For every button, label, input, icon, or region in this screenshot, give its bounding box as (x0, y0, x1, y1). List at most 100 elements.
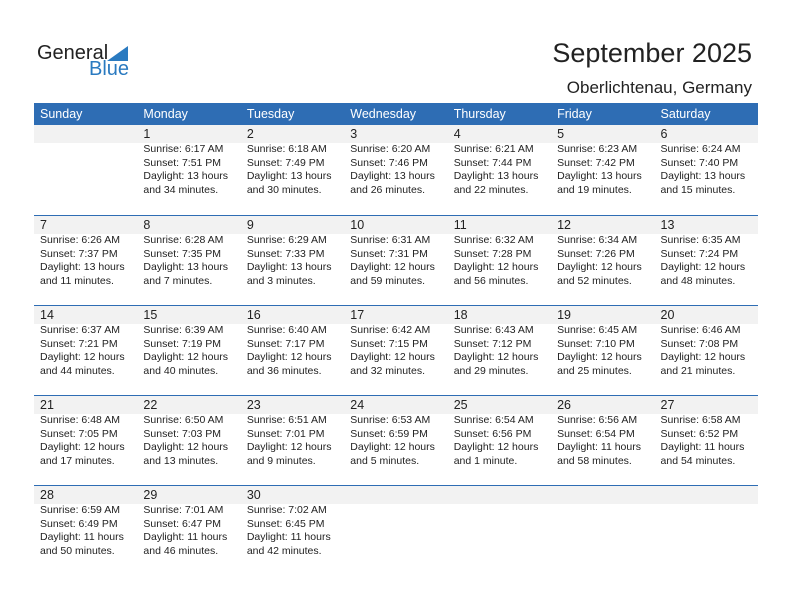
sunrise-text: Sunrise: 6:20 AM (350, 143, 431, 155)
sunset-text: Sunset: 6:49 PM (40, 517, 118, 530)
day-cell: 12 Sunrise: 6:34 AM Sunset: 7:26 PM Dayligh… (551, 216, 654, 305)
sunrise-text: Sunrise: 6:40 AM (246, 324, 327, 336)
daylight-text: Daylight: 12 hours (453, 351, 539, 363)
sunrise-text: Sunrise: 6:48 AM (40, 414, 120, 426)
daylight-text: Daylight: 12 hours (143, 351, 229, 363)
week-row: 14 Sunrise: 6:37 AM Sunset: 7:21 PM Dayligh… (34, 305, 758, 395)
week-row: 28 Sunrise: 6:59 AM Sunset: 6:49 PM Dayligh… (34, 485, 758, 575)
daylight-text: and 29 minutes. (453, 364, 529, 377)
day-number: 23 (246, 398, 261, 412)
sunrise-text: Sunrise: 6:34 AM (557, 234, 638, 246)
day-number: 14 (40, 308, 54, 322)
sunset-text: Sunset: 7:33 PM (246, 247, 325, 260)
empty-cell (344, 486, 447, 575)
sunrise-text: Sunrise: 6:21 AM (453, 143, 534, 155)
sunrise-text: Sunrise: 6:37 AM (40, 324, 120, 336)
day-number: 7 (40, 218, 47, 232)
sunset-text: Sunset: 7:08 PM (660, 337, 739, 350)
sunset-text: Sunset: 6:59 PM (350, 427, 428, 440)
daylight-text: and 42 minutes. (246, 544, 322, 557)
day-number: 4 (453, 127, 461, 141)
day-cell: 14 Sunrise: 6:37 AM Sunset: 7:21 PM Dayligh… (34, 306, 137, 395)
day-cell: 16 Sunrise: 6:40 AM Sunset: 7:17 PM Dayligh… (241, 306, 344, 395)
daylight-text: Daylight: 13 hours (246, 170, 332, 182)
day-number: 22 (143, 398, 158, 412)
day-number: 9 (246, 218, 254, 232)
sunset-text: Sunset: 7:35 PM (143, 247, 222, 260)
day-cell: 18 Sunrise: 6:43 AM Sunset: 7:12 PM Dayligh… (448, 306, 551, 395)
day-cell: 27 Sunrise: 6:58 AM Sunset: 6:52 PM Dayligh… (655, 396, 758, 485)
sunrise-text: Sunrise: 6:46 AM (660, 324, 741, 336)
sunrise-text: Sunrise: 6:50 AM (143, 414, 224, 426)
sunrise-text: Sunrise: 6:42 AM (350, 324, 431, 336)
sunrise-text: Sunrise: 6:17 AM (143, 143, 224, 155)
day-cell: 11 Sunrise: 6:32 AM Sunset: 7:28 PM Dayligh… (448, 216, 551, 305)
day-cell: 28 Sunrise: 6:59 AM Sunset: 6:49 PM Dayligh… (34, 486, 137, 575)
day-number: 29 (143, 488, 158, 502)
date-band (34, 216, 758, 234)
daylight-text: Daylight: 11 hours (143, 531, 228, 543)
sunset-text: Sunset: 7:31 PM (350, 247, 428, 260)
calendar-grid: Sunday Monday Tuesday Wednesday Thursday Frid… (34, 103, 758, 575)
day-cell: 1 Sunrise: 6:17 AM Sunset: 7:51 PM Daylight… (137, 125, 240, 215)
date-band (34, 486, 758, 504)
daylight-text: and 25 minutes. (557, 364, 632, 377)
sunset-text: Sunset: 7:17 PM (246, 337, 325, 350)
daylight-text: Daylight: 11 hours (660, 441, 745, 453)
sunset-text: Sunset: 7:21 PM (40, 337, 118, 350)
daylight-text: and 3 minutes. (246, 274, 316, 287)
day-cell: 24 Sunrise: 6:53 AM Sunset: 6:59 PM Dayligh… (344, 396, 447, 485)
sunset-text: Sunset: 7:51 PM (143, 156, 222, 169)
day-number: 8 (143, 218, 151, 232)
empty-cell (655, 486, 758, 575)
sunrise-text: Sunrise: 6:58 AM (660, 414, 741, 426)
daylight-text: and 22 minutes. (453, 183, 529, 196)
day-number: 27 (660, 398, 675, 412)
week-row: 1 Sunrise: 6:17 AM Sunset: 7:51 PM Daylight… (34, 125, 758, 215)
day-cell: 13 Sunrise: 6:35 AM Sunset: 7:24 PM Dayligh… (655, 216, 758, 305)
sunset-text: Sunset: 6:47 PM (143, 517, 222, 530)
sunrise-text: Sunrise: 6:23 AM (557, 143, 638, 155)
day-number: 20 (660, 308, 675, 322)
daylight-text: and 26 minutes. (350, 183, 425, 196)
day-number: 16 (246, 308, 261, 322)
sunset-text: Sunset: 7:40 PM (660, 156, 739, 169)
sunset-text: Sunset: 7:24 PM (660, 247, 739, 260)
daylight-text: and 1 minute. (453, 454, 518, 467)
weekday-sunday: Sunday (40, 107, 83, 121)
daylight-text: Daylight: 13 hours (557, 170, 642, 182)
sunrise-text: Sunrise: 6:43 AM (453, 324, 534, 336)
daylight-text: Daylight: 12 hours (557, 351, 642, 363)
weekday-wednesday: Wednesday (350, 107, 417, 121)
day-number: 5 (557, 127, 565, 141)
day-cell: 30 Sunrise: 7:02 AM Sunset: 6:45 PM Dayligh… (241, 486, 344, 575)
daylight-text: and 40 minutes. (143, 364, 219, 377)
daylight-text: and 56 minutes. (453, 274, 529, 287)
daylight-text: Daylight: 13 hours (143, 261, 229, 273)
daylight-text: and 44 minutes. (40, 364, 115, 377)
empty-cell (34, 125, 137, 215)
sunset-text: Sunset: 6:52 PM (660, 427, 739, 440)
sunset-text: Sunset: 7:28 PM (453, 247, 532, 260)
daylight-text: and 9 minutes. (246, 454, 316, 467)
daylight-text: and 58 minutes. (557, 454, 632, 467)
day-cell: 25 Sunrise: 6:54 AM Sunset: 6:56 PM Dayligh… (448, 396, 551, 485)
sunset-text: Sunset: 7:26 PM (557, 247, 635, 260)
daylight-text: Daylight: 11 hours (40, 531, 124, 543)
daylight-text: Daylight: 13 hours (453, 170, 539, 182)
sunrise-text: Sunrise: 6:32 AM (453, 234, 534, 246)
daylight-text: and 7 minutes. (143, 274, 213, 287)
sunset-text: Sunset: 7:03 PM (143, 427, 222, 440)
day-cell: 15 Sunrise: 6:39 AM Sunset: 7:19 PM Dayligh… (137, 306, 240, 395)
day-number: 13 (660, 218, 675, 232)
logo-triangle-icon (107, 46, 128, 61)
sunrise-text: Sunrise: 6:59 AM (40, 504, 120, 516)
sunset-text: Sunset: 7:37 PM (40, 247, 118, 260)
day-number: 12 (557, 218, 572, 232)
date-band (34, 396, 758, 414)
sunset-text: Sunset: 7:42 PM (557, 156, 635, 169)
sunrise-text: Sunrise: 6:35 AM (660, 234, 741, 246)
daylight-text: Daylight: 12 hours (660, 261, 746, 273)
daylight-text: and 59 minutes. (350, 274, 425, 287)
daylight-text: Daylight: 12 hours (660, 351, 746, 363)
